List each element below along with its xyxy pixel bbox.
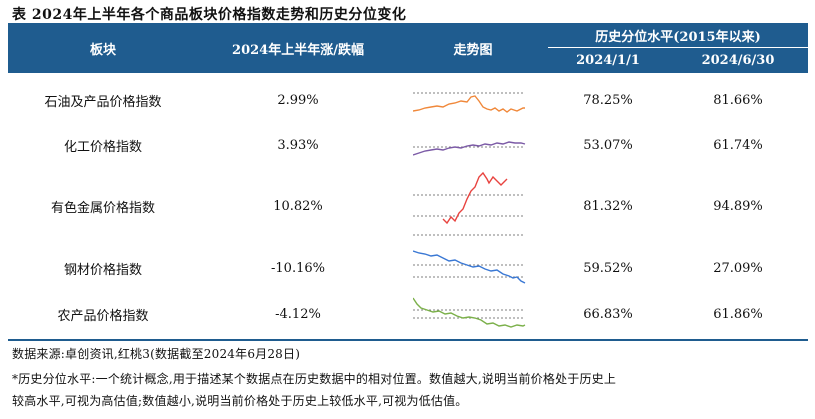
- percentile-start: 81.32%: [583, 198, 633, 214]
- sparkline-chart: [413, 250, 526, 284]
- trend-line: [413, 95, 525, 113]
- sparkline-chart: [413, 171, 525, 236]
- change-value: 10.82%: [273, 198, 323, 214]
- trend-line: [413, 141, 526, 156]
- percentile-start: 59.52%: [583, 260, 633, 276]
- change-value: 2.99%: [277, 92, 319, 108]
- table-bottom-rule: [8, 339, 808, 341]
- table-row: 钢材价格指数 -10.16% 59.52% 27.09%: [8, 247, 808, 289]
- percentile-end: 61.74%: [713, 137, 763, 153]
- commodity-table: 板块 2024年上半年涨/跌幅 走势图 历史分位水平(2015年以来) 2024…: [8, 23, 808, 328]
- header-date-1: 2024/1/1: [576, 53, 640, 68]
- footnote-definition-1: *历史分位水平:一个统计概念,用于描述某个数据点在历史数据中的相对位置。数值越大…: [12, 372, 617, 386]
- sector-name: 化工价格指数: [63, 139, 142, 155]
- data-source: 数据来源:卓创资讯,红桃3(数据截至2024年6月28日): [12, 347, 301, 361]
- percentile-start: 66.83%: [583, 306, 633, 322]
- footnote-definition-2: 较高水平,可视为高估值;数值越小,说明当前价格处于历史上较低水平,可视为低估值。: [12, 394, 468, 408]
- trend-line: [413, 250, 526, 284]
- table-row: 化工价格指数 3.93% 53.07% 61.74%: [8, 125, 808, 165]
- header-change: 2024年上半年涨/跌幅: [232, 42, 364, 58]
- table-row: 有色金属价格指数 10.82% 81.32% 94.89%: [8, 165, 808, 247]
- sparkline-oil: [398, 75, 548, 125]
- trend-line: [413, 297, 526, 328]
- trend-line: [442, 171, 508, 225]
- change-value: -10.16%: [271, 260, 325, 276]
- sparkline-chemical: [398, 125, 548, 165]
- table-header: 板块 2024年上半年涨/跌幅 走势图 历史分位水平(2015年以来) 2024…: [8, 23, 808, 73]
- header-sector: 板块: [89, 42, 116, 58]
- percentile-end: 27.09%: [713, 260, 763, 276]
- percentile-start: 53.07%: [583, 137, 633, 153]
- percentile-end: 94.89%: [713, 198, 763, 214]
- sparkline-steel: [398, 247, 548, 289]
- percentile-start: 78.25%: [583, 92, 633, 108]
- percentile-end: 81.66%: [713, 92, 763, 108]
- sector-name: 有色金属价格指数: [50, 200, 155, 216]
- sparkline-metals: [398, 165, 548, 247]
- header-divider: [548, 47, 808, 48]
- sparkline-chart: [413, 141, 526, 156]
- table-row: 石油及产品价格指数 2.99% 78.25% 81.66%: [8, 75, 808, 125]
- header-percentile: 历史分位水平(2015年以来): [595, 29, 761, 45]
- percentile-end: 61.86%: [713, 306, 763, 322]
- sparkline-chart: [413, 297, 526, 328]
- table-row: 农产品价格指数 -4.12% 66.83% 61.86%: [8, 289, 808, 339]
- change-value: -4.12%: [275, 306, 321, 322]
- header-trend: 走势图: [453, 42, 493, 58]
- table-title: 表 2024年上半年各个商品板块价格指数走势和历史分位变化: [12, 7, 407, 23]
- sector-name: 钢材价格指数: [63, 262, 142, 278]
- change-value: 3.93%: [277, 137, 319, 153]
- header-date-2: 2024/6/30: [701, 53, 775, 68]
- sector-name: 农产品价格指数: [57, 308, 149, 324]
- sparkline-chart: [413, 92, 525, 113]
- sector-name: 石油及产品价格指数: [44, 94, 162, 110]
- sparkline-agriculture: [398, 289, 548, 339]
